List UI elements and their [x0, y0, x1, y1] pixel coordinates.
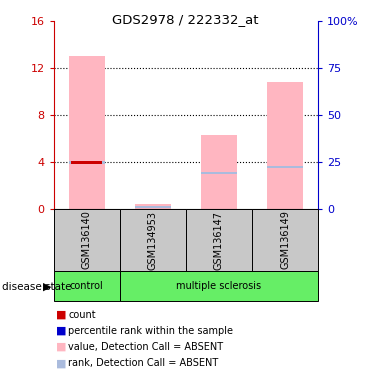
Bar	[68, 161, 105, 164]
Text: rank, Detection Call = ABSENT: rank, Detection Call = ABSENT	[68, 358, 219, 368]
Text: ■: ■	[56, 342, 66, 352]
Bar	[71, 161, 102, 164]
Text: count: count	[68, 310, 96, 320]
Bar	[54, 209, 120, 271]
Bar	[135, 204, 171, 209]
Text: GSM134953: GSM134953	[148, 210, 158, 270]
Bar	[267, 166, 303, 168]
Text: GSM136140: GSM136140	[82, 210, 92, 270]
Bar	[201, 135, 237, 209]
Text: percentile rank within the sample: percentile rank within the sample	[68, 326, 233, 336]
Bar	[68, 56, 105, 209]
Text: ▶: ▶	[43, 282, 51, 292]
Bar	[120, 271, 318, 301]
Text: ■: ■	[56, 310, 66, 320]
Bar	[186, 209, 252, 271]
Text: disease state: disease state	[2, 282, 71, 292]
Text: GDS2978 / 222332_at: GDS2978 / 222332_at	[112, 13, 258, 26]
Text: multiple sclerosis: multiple sclerosis	[176, 281, 262, 291]
Text: GSM136147: GSM136147	[214, 210, 224, 270]
Bar	[201, 172, 237, 174]
Bar	[54, 271, 120, 301]
Text: ■: ■	[56, 358, 66, 368]
Text: ■: ■	[56, 326, 66, 336]
Bar	[267, 82, 303, 209]
Bar	[120, 209, 186, 271]
Text: GSM136149: GSM136149	[280, 210, 290, 270]
Bar	[252, 209, 318, 271]
Bar	[135, 206, 171, 208]
Text: control: control	[70, 281, 104, 291]
Text: value, Detection Call = ABSENT: value, Detection Call = ABSENT	[68, 342, 223, 352]
